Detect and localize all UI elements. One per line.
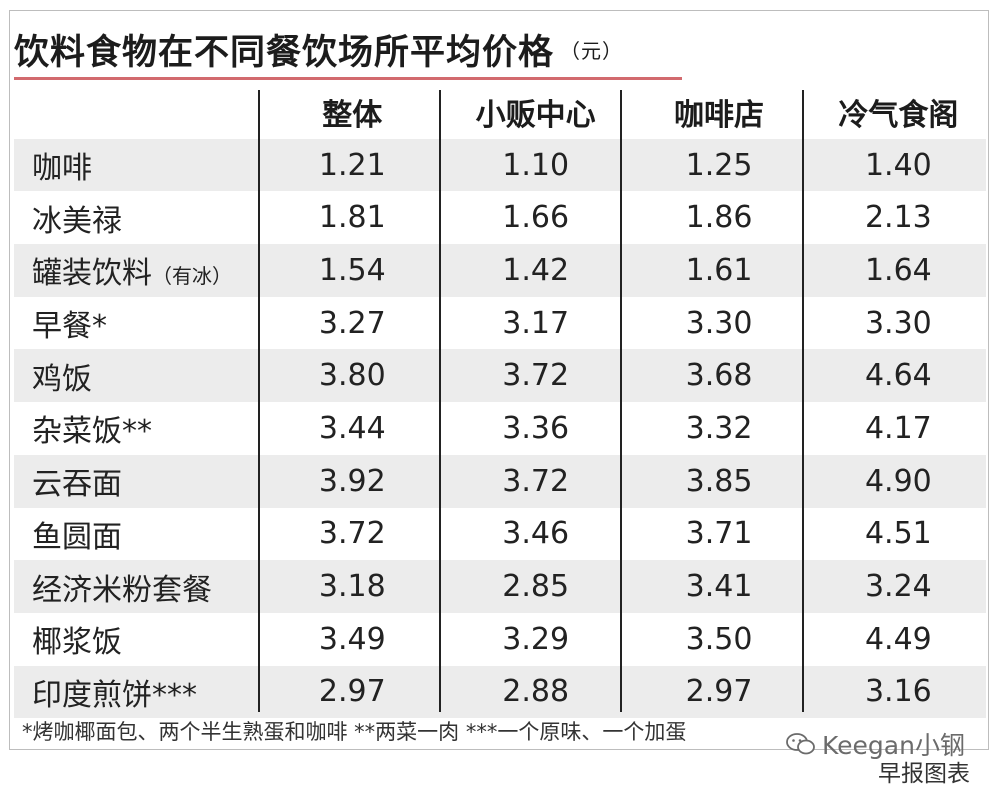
price-cell: 4.49 <box>864 621 932 657</box>
row-label-text: 鸡饭 <box>32 361 92 397</box>
table-row: 杂菜饭** 3.44 3.36 3.32 4.17 <box>14 402 986 455</box>
column-divider <box>439 90 441 712</box>
column-divider <box>620 90 622 712</box>
price-cell: 1.81 <box>318 200 386 236</box>
price-cell: 3.30 <box>864 305 932 341</box>
watermark: Keegan小钢 <box>786 726 965 762</box>
price-cell: 1.64 <box>810 244 986 297</box>
table-row: 鱼圆面 3.72 3.46 3.71 4.51 <box>14 508 986 561</box>
price-cell: 4.64 <box>810 349 986 403</box>
price-cell: 3.32 <box>685 410 753 446</box>
price-cell: 3.44 <box>318 410 386 446</box>
price-cell: 4.90 <box>810 454 986 508</box>
row-label-text: 云吞面 <box>32 467 122 503</box>
row-label: 经济米粉套餐 <box>14 560 261 613</box>
header-cell: 咖啡店 <box>674 98 765 134</box>
price-cell: 3.68 <box>627 349 811 403</box>
row-label-text: 杂菜饭** <box>32 414 152 450</box>
watermark-text: Keegan小钢 <box>822 731 965 760</box>
row-label-text: 冰美禄 <box>32 203 122 239</box>
price-cell: 3.30 <box>685 305 753 341</box>
price-cell: 1.21 <box>260 138 444 192</box>
price-cell: 3.71 <box>685 516 753 552</box>
chart-title: 饮料食物在不同餐饮场所平均价格 （元） <box>14 24 623 75</box>
table-body: 咖啡 1.21 1.10 1.25 1.40 冰美禄 1.81 1.66 1.86 2.13 罐装饮… <box>14 138 986 719</box>
price-cell: 2.88 <box>443 665 628 719</box>
price-cell: 1.66 <box>502 200 570 236</box>
row-label: 鸡饭 <box>14 349 261 403</box>
price-cell: 3.17 <box>502 305 570 341</box>
title-unit: （元） <box>560 39 624 63</box>
table-row: 印度煎饼*** 2.97 2.88 2.97 3.16 <box>14 665 986 719</box>
row-label-text: 早餐* <box>32 309 107 345</box>
table-row: 早餐* 3.27 3.17 3.30 3.30 <box>14 297 986 350</box>
row-label-text: 经济米粉套餐 <box>32 572 212 608</box>
price-cell: 3.41 <box>627 560 811 613</box>
price-cell: 3.46 <box>502 516 570 552</box>
price-cell: 2.97 <box>627 665 811 719</box>
price-cell: 3.49 <box>318 621 386 657</box>
price-table: 整体 小贩中心 咖啡店 冷气食阁 咖啡 1.21 1.10 1.25 1.40 冰美禄 1.… <box>14 86 986 719</box>
price-cell: 1.54 <box>260 244 444 297</box>
price-cell: 1.40 <box>810 138 986 192</box>
table-row: 经济米粉套餐 3.18 2.85 3.41 3.24 <box>14 560 986 613</box>
row-label: 冰美禄 <box>14 191 261 244</box>
price-cell: 2.97 <box>260 665 444 719</box>
row-label: 鱼圆面 <box>14 508 261 561</box>
table-row: 冰美禄 1.81 1.66 1.86 2.13 <box>14 191 986 244</box>
price-cell: 3.85 <box>627 454 811 508</box>
header-row: 整体 小贩中心 咖啡店 冷气食阁 <box>14 86 986 139</box>
price-cell: 4.17 <box>864 410 932 446</box>
table-row: 云吞面 3.92 3.72 3.85 4.90 <box>14 454 986 508</box>
price-cell: 3.92 <box>260 454 444 508</box>
price-cell: 1.25 <box>627 138 811 192</box>
price-cell: 3.50 <box>685 621 753 657</box>
price-cell: 1.42 <box>443 244 628 297</box>
row-label-text: 咖啡 <box>32 151 92 187</box>
header-cell <box>14 86 261 139</box>
row-label: 咖啡 <box>14 138 261 192</box>
column-divider <box>802 90 804 712</box>
header-cell: 小贩中心 <box>475 98 596 134</box>
row-label-text: 罐装饮料 <box>32 256 152 292</box>
column-divider <box>258 90 260 712</box>
row-label: 印度煎饼*** <box>14 665 261 719</box>
row-label: 早餐* <box>14 297 261 350</box>
price-cell: 3.29 <box>502 621 570 657</box>
table-row: 罐装饮料（有冰） 1.54 1.42 1.61 1.64 <box>14 244 986 297</box>
row-label-text: 印度煎饼*** <box>32 677 197 713</box>
source-credit: 早报图表 <box>878 761 970 787</box>
price-cell: 3.72 <box>443 454 628 508</box>
title-underline <box>14 77 682 80</box>
table-row: 鸡饭 3.80 3.72 3.68 4.64 <box>14 349 986 403</box>
price-cell: 3.72 <box>443 349 628 403</box>
price-cell: 3.24 <box>810 560 986 613</box>
price-cell: 1.86 <box>685 200 753 236</box>
price-cell: 3.27 <box>318 305 386 341</box>
row-label-text: 鱼圆面 <box>32 519 122 555</box>
price-cell: 2.13 <box>864 200 932 236</box>
price-cell: 3.36 <box>502 410 570 446</box>
price-cell: 2.85 <box>443 560 628 613</box>
row-label: 云吞面 <box>14 454 261 508</box>
wechat-icon <box>786 733 815 755</box>
price-cell: 3.80 <box>260 349 444 403</box>
price-cell: 3.16 <box>810 665 986 719</box>
row-label: 罐装饮料（有冰） <box>14 244 261 297</box>
price-cell: 3.18 <box>260 560 444 613</box>
row-label: 杂菜饭** <box>14 402 261 455</box>
price-cell: 1.61 <box>627 244 811 297</box>
footnote: *烤咖椰面包、两个半生熟蛋和咖啡 **两菜一肉 ***一个原味、一个加蛋 <box>22 720 687 744</box>
title-text: 饮料食物在不同餐饮场所平均价格 <box>14 33 555 73</box>
price-cell: 3.72 <box>318 516 386 552</box>
price-cell: 4.51 <box>864 516 932 552</box>
row-label-note: （有冰） <box>152 264 232 289</box>
table-row: 椰浆饭 3.49 3.29 3.50 4.49 <box>14 613 986 666</box>
price-cell: 1.10 <box>443 138 628 192</box>
row-label-text: 椰浆饭 <box>32 625 122 661</box>
header-cell: 冷气食阁 <box>838 98 959 134</box>
header-cell: 整体 <box>322 98 383 134</box>
table-row: 咖啡 1.21 1.10 1.25 1.40 <box>14 138 986 192</box>
row-label: 椰浆饭 <box>14 613 261 666</box>
